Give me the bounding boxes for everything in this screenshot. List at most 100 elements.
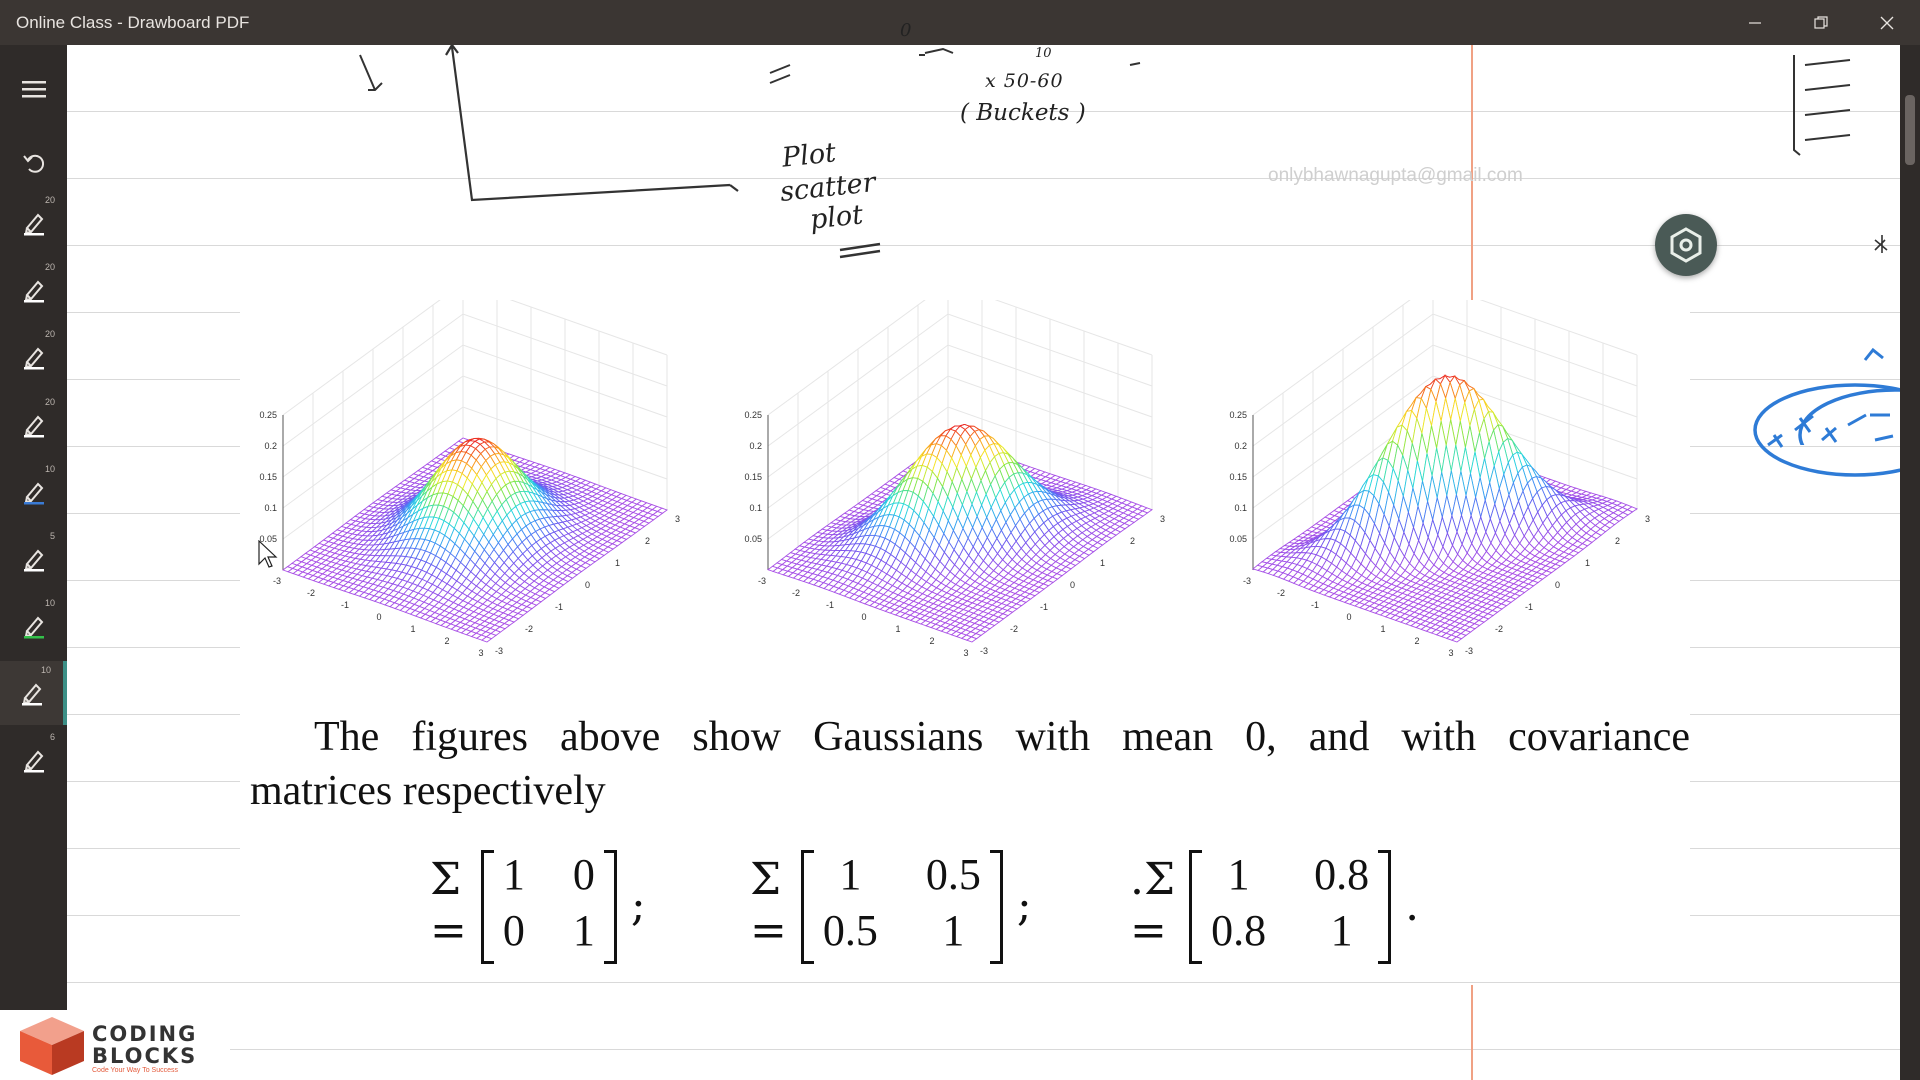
title-bar: Online Class - Drawboard PDF (0, 0, 1920, 45)
margin-line (1471, 45, 1473, 300)
pen-icon (23, 616, 44, 639)
mouse-cursor (258, 540, 278, 568)
x-tick-label: 2 (444, 636, 449, 646)
pen-tool-4[interactable]: 20 (0, 325, 67, 389)
matrix-separator: ; (630, 879, 646, 931)
handwritten-buckets: ( Buckets ) (960, 100, 1086, 126)
gaussian-surface-plot-2: 0.25 0.2 0.15 0.1 0.05 -3 -2 -1 0 1 2 3 -3 -2 -1 0 1 2 3 (744, 300, 1165, 658)
x-tick-label: -1 (1311, 600, 1319, 610)
matrix-separator: ; (1016, 879, 1032, 931)
y-tick-label: -3 (980, 646, 988, 656)
x-tick-label: -3 (273, 576, 281, 586)
pen-size-label: 10 (44, 464, 55, 474)
z-tick-label: 0.1 (749, 503, 762, 513)
gaussian-surface-plot-1: 0.25 0.2 0.15 0.1 0.05 -3 -2 -1 0 1 2 3 -3 -2 -1 0 1 2 3 (259, 300, 680, 658)
y-tick-label: 1 (615, 558, 620, 568)
y-tick-label: -2 (525, 624, 533, 634)
x-tick-label: 2 (1414, 636, 1419, 646)
handwritten-plot: Plot (780, 137, 838, 174)
handwritten-zero: 0 (900, 20, 912, 41)
z-tick-label: 0.25 (744, 410, 762, 420)
pen-tool-8[interactable]: 10 (0, 594, 67, 658)
x-tick-label: -2 (792, 588, 800, 598)
x-tick-label: 0 (376, 612, 381, 622)
z-tick-label: 0.05 (1229, 534, 1247, 544)
pen-icon (21, 683, 42, 706)
x-tick-label: 1 (1380, 624, 1385, 634)
pen-size-label: 10 (40, 665, 51, 675)
scrollbar-thumb[interactable] (1905, 95, 1915, 165)
restore-button[interactable] (1788, 0, 1854, 45)
left-toolbar: 20 20 20 20 10 5 10 10 6 (0, 45, 67, 1010)
y-tick-label: 0 (585, 580, 590, 590)
covariance-matrix-2: Σ = 1 0.5 0.5 1; (750, 845, 1032, 965)
surface-mesh (767, 423, 1153, 643)
z-tick-label: 0.15 (744, 472, 762, 482)
gaussian-surface-plot-3: 0.25 0.2 0.15 0.1 0.05 -3 -2 -1 0 1 2 3 -3 -2 -1 0 1 2 3 (1229, 300, 1650, 658)
vertical-scrollbar[interactable] (1900, 45, 1920, 1080)
z-tick-label: 0.05 (744, 534, 762, 544)
restore-icon (1814, 15, 1828, 29)
y-tick-label: -1 (1525, 602, 1533, 612)
y-tick-label: -1 (555, 602, 563, 612)
matrix-cell: 1 (502, 850, 525, 899)
minimize-icon (1749, 21, 1761, 24)
undo-icon (22, 154, 44, 173)
z-tick-label: 0.25 (259, 410, 277, 420)
pen-tool-6[interactable]: 10 (0, 460, 67, 524)
email-watermark: onlybhawnagupta@gmail.com (1268, 165, 1523, 186)
x-tick-label: -1 (826, 600, 834, 610)
matrix-bracket: 1 0.8 0.8 1 (1189, 850, 1392, 964)
covariance-matrix-3: .Σ = 1 0.8 0.8 1. (1130, 845, 1419, 965)
hexagon-icon (1670, 227, 1702, 263)
handwritten-annotations (359, 45, 1141, 259)
matrix-cell: 1 (1227, 850, 1250, 899)
y-tick-label: -1 (1040, 602, 1048, 612)
pen-size-label: 5 (49, 531, 55, 541)
x-tick-label: 0 (1346, 612, 1351, 622)
logo-text-1: CODING (92, 1022, 198, 1046)
sigma-label: Σ = (430, 854, 467, 956)
close-button[interactable] (1854, 0, 1920, 45)
x-tick-label: -1 (341, 600, 349, 610)
y-tick-label: 2 (1130, 536, 1135, 546)
y-tick-label: -3 (495, 646, 503, 656)
z-tick-label: 0.1 (264, 503, 277, 513)
matrix-cell: 0 (502, 906, 525, 955)
pen-icon (23, 750, 44, 773)
y-tick-label: 2 (645, 536, 650, 546)
y-tick-label: -2 (1010, 624, 1018, 634)
minimize-button[interactable] (1722, 0, 1788, 45)
floating-action-button[interactable] (1655, 214, 1717, 276)
pen-tool-10[interactable]: 6 (0, 728, 67, 792)
pdf-page: 0.25 0.2 0.15 0.1 0.05 -3 -2 -1 0 1 2 3 -3 -2 -1 0 1 2 3 0.… (240, 300, 1690, 980)
z-tick-label: 0.2 (264, 441, 277, 451)
matrix-cell: 1 (942, 906, 965, 955)
figure-caption: The figures above show Gaussians with me… (250, 710, 1690, 818)
matrix-cell: 1 (572, 906, 595, 955)
undo-button[interactable] (0, 131, 67, 195)
x-tick-label: -2 (1277, 588, 1285, 598)
pen-tool-2[interactable]: 20 (0, 191, 67, 255)
x-tick-label: 1 (410, 624, 415, 634)
menu-button[interactable] (0, 57, 67, 121)
pen-tool-3[interactable]: 20 (0, 258, 67, 322)
x-tick-label: 3 (478, 648, 483, 658)
matrix-bracket: 1 0.5 0.5 1 (800, 850, 1003, 964)
y-tick-label: 3 (1645, 514, 1650, 524)
pen-tool-5[interactable]: 20 (0, 393, 67, 457)
handwritten-plot2: plot (808, 199, 865, 236)
caption-line-1: The figures above show Gaussians with me… (314, 714, 1690, 760)
margin-line (1471, 985, 1473, 1080)
matrix-cell: 1 (839, 850, 862, 899)
y-tick-label: 1 (1100, 558, 1105, 568)
z-tick-label: 0.15 (1229, 472, 1247, 482)
y-tick-label: -3 (1465, 646, 1473, 656)
z-tick-label: 0.15 (259, 472, 277, 482)
matrix-cell: 1 (1330, 906, 1353, 955)
pen-tool-7[interactable]: 5 (0, 527, 67, 591)
x-tick-label: 0 (861, 612, 866, 622)
caption-line-2: matrices respectively (250, 768, 606, 814)
pen-tool-9[interactable]: 10 (0, 661, 67, 725)
